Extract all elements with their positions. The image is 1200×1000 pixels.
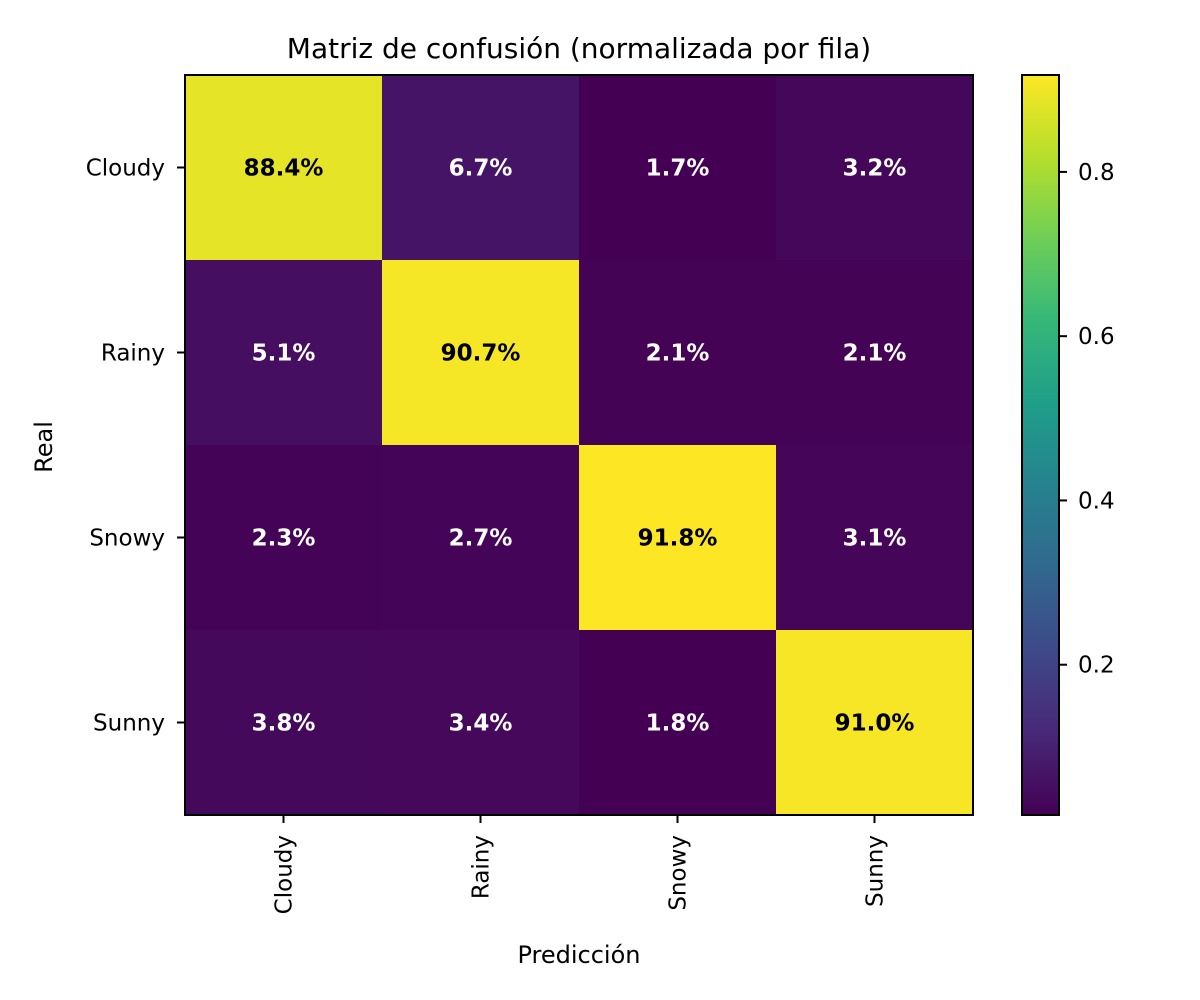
colorbar-frame bbox=[1021, 74, 1060, 816]
heatmap-cell bbox=[776, 75, 974, 261]
y-axis-ticks: Cloudy Rainy Snowy Sunny bbox=[86, 156, 185, 737]
x-tick-label: Sunny bbox=[863, 835, 889, 907]
x-tick-label: Rainy bbox=[469, 835, 495, 899]
colorbar-tick-label: 0.4 bbox=[1078, 488, 1115, 514]
heatmap-cell bbox=[776, 445, 974, 631]
heatmap-cell bbox=[579, 260, 777, 446]
cell-value-label: 88.4% bbox=[244, 156, 324, 182]
y-tick-label: Sunny bbox=[93, 711, 165, 737]
cell-value-label: 90.7% bbox=[441, 341, 521, 367]
heatmap-cell bbox=[185, 445, 383, 631]
heatmap-cell bbox=[185, 260, 383, 446]
cell-value-label: 1.8% bbox=[646, 711, 710, 737]
cell-value-label: 2.1% bbox=[646, 341, 710, 367]
heatmap-cell bbox=[579, 445, 777, 631]
cell-value-label: 91.0% bbox=[835, 711, 915, 737]
heatmap-cell bbox=[776, 260, 974, 446]
cell-value-label: 2.7% bbox=[449, 526, 513, 552]
heatmap-cell bbox=[382, 630, 580, 816]
cell-value-label: 3.4% bbox=[449, 711, 513, 737]
y-tick-label: Snowy bbox=[89, 526, 165, 552]
y-tick-label: Cloudy bbox=[86, 156, 165, 182]
cell-value-label: 3.1% bbox=[843, 526, 907, 552]
cell-value-label: 2.3% bbox=[252, 526, 316, 552]
y-axis-label: Real bbox=[30, 421, 58, 473]
colorbar-ticks: 0.2 0.4 0.6 0.8 bbox=[1059, 160, 1115, 679]
colorbar-tick-label: 0.2 bbox=[1078, 653, 1115, 679]
cell-value-label: 1.7% bbox=[646, 156, 710, 182]
x-axis-label: Predicción bbox=[517, 941, 640, 969]
colorbar-tick-label: 0.6 bbox=[1078, 324, 1115, 350]
heatmap-cell bbox=[382, 260, 580, 446]
cell-value-label: 91.8% bbox=[638, 526, 718, 552]
heatmap-cell bbox=[185, 630, 383, 816]
heatmap-cell bbox=[579, 75, 777, 261]
heatmap-cell bbox=[776, 630, 974, 816]
colorbar bbox=[1022, 75, 1059, 815]
cell-value-label: 3.8% bbox=[252, 711, 316, 737]
cell-value-label: 3.2% bbox=[843, 156, 907, 182]
x-tick-label: Cloudy bbox=[272, 835, 298, 914]
cell-value-label: 5.1% bbox=[252, 341, 316, 367]
heatmap-cell bbox=[185, 75, 383, 261]
heatmap-cell bbox=[579, 630, 777, 816]
y-tick-label: Rainy bbox=[101, 341, 165, 367]
chart-title: Matriz de confusión (normalizada por fil… bbox=[287, 32, 871, 65]
heatmap-cell bbox=[382, 75, 580, 261]
plot-frame bbox=[184, 74, 974, 816]
cell-value-label: 6.7% bbox=[449, 156, 513, 182]
heatmap-cell-labels: 88.4% 6.7% 1.7% 3.2% 5.1% 90.7% 2.1% 2.1% 2.3% 2.… bbox=[244, 156, 915, 737]
cell-value-label: 2.1% bbox=[843, 341, 907, 367]
heatmap-cell bbox=[382, 445, 580, 631]
heatmap-cells bbox=[185, 75, 974, 816]
colorbar-tick-label: 0.8 bbox=[1078, 160, 1115, 186]
x-tick-label: Snowy bbox=[666, 835, 692, 911]
x-axis-ticks: Cloudy Rainy Snowy Sunny bbox=[272, 815, 889, 914]
